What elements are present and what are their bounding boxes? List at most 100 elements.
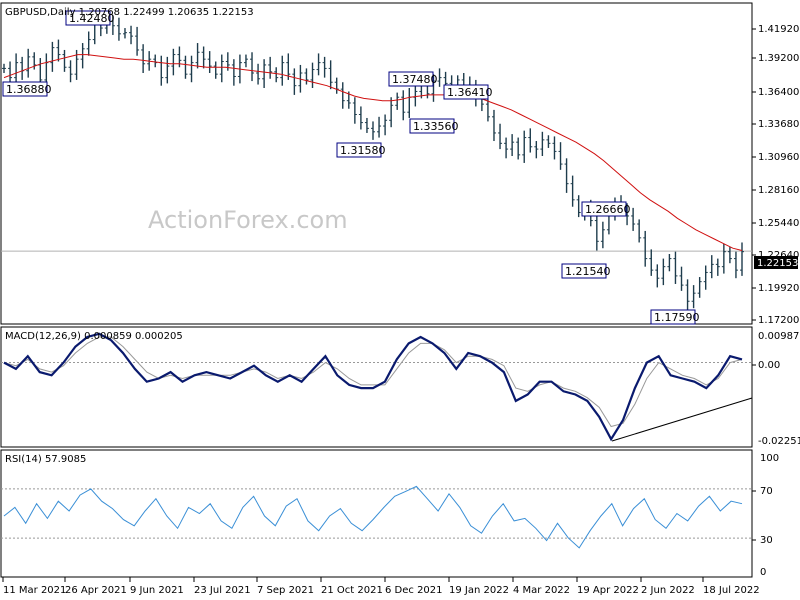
- price-bar: [528, 128, 533, 153]
- price-bar: [358, 106, 363, 130]
- price-bar: [703, 265, 708, 290]
- price-bar: [213, 61, 218, 79]
- annotation-label: 1.21540: [565, 265, 611, 278]
- moving-average-line: [3, 54, 743, 251]
- annotation-1-36880: 1.36880: [2, 81, 52, 97]
- price-bar: [201, 46, 206, 69]
- price-bar: [498, 123, 503, 150]
- annotation-1-37480: 1.37480: [388, 71, 438, 87]
- y-tick-label: 1.36400: [758, 87, 799, 98]
- x-axis: 11 Mar 2021 26 Apr 2021 9 Jun 2021 23 Ju…: [2, 577, 760, 596]
- annotation-label: 1.31580: [340, 144, 386, 157]
- price-bar: [250, 52, 255, 82]
- price-bar: [401, 90, 406, 121]
- y-tick-label: 0.009872: [758, 331, 800, 342]
- y-tick-label: 1.19920: [758, 283, 799, 294]
- price-bar: [322, 56, 327, 78]
- price-bar: [516, 137, 521, 160]
- price-bar: [600, 221, 605, 249]
- price-bar: [679, 266, 684, 291]
- y-tick-label: 1.41920: [758, 24, 799, 35]
- price-bar: [86, 31, 91, 56]
- price-bar: [649, 249, 654, 276]
- price-bar: [522, 130, 527, 163]
- price-bar: [534, 141, 539, 159]
- price-bar: [740, 242, 744, 276]
- x-tick-label: 19 Apr 2022: [577, 585, 639, 596]
- price-bar: [62, 49, 67, 72]
- annotation-1-42480: 1.42480: [65, 10, 115, 26]
- x-tick-label: 11 Mar 2021: [3, 585, 66, 596]
- price-bar: [546, 135, 551, 148]
- annotation-1-17590: 1.17590: [650, 309, 700, 325]
- price-bar: [721, 243, 726, 274]
- price-bar: [727, 247, 732, 264]
- annotation-label: 1.33560: [413, 120, 459, 133]
- price-bar: [661, 258, 666, 286]
- price-bar: [576, 195, 581, 218]
- price-bar: [292, 68, 297, 95]
- price-bar: [14, 53, 19, 84]
- price-bar: [504, 137, 509, 159]
- y-tick-label: 100: [760, 453, 779, 464]
- rsi-line: [3, 485, 743, 549]
- price-bar: [262, 59, 267, 88]
- price-bar: [395, 92, 400, 110]
- rsi-y-axis: 100 70 30 0: [752, 453, 779, 578]
- price-bar: [643, 230, 648, 267]
- price-bar: [316, 53, 321, 76]
- price-bar: [558, 142, 563, 170]
- price-bar: [709, 255, 714, 279]
- price-bar: [552, 136, 557, 160]
- price-bar: [673, 251, 678, 284]
- price-bar: [122, 28, 127, 39]
- price-bar: [437, 68, 442, 87]
- price-bar: [165, 56, 170, 84]
- price-bar: [655, 264, 660, 288]
- annotation-label: 1.42480: [69, 12, 115, 25]
- last-price-marker: 1.22153: [754, 256, 798, 269]
- price-bar: [685, 279, 690, 311]
- y-tick-label: 30: [760, 535, 773, 546]
- price-bar: [2, 63, 6, 74]
- x-tick-label: 21 Oct 2021: [321, 585, 383, 596]
- price-bar: [243, 54, 248, 68]
- x-tick-label: 4 Mar 2022: [513, 585, 570, 596]
- price-panel-frame: [0, 2, 753, 325]
- x-tick-label: 7 Sep 2021: [257, 585, 314, 596]
- annotation-1-33560: 1.33560: [409, 118, 459, 134]
- annotation-1-36410: 1.36410: [443, 84, 493, 100]
- y-tick-label: 1.28160: [758, 185, 799, 196]
- price-bar: [56, 39, 61, 62]
- macd-panel-header: MACD(12,26,9) 0.000859 0.000205: [5, 331, 183, 342]
- price-bar: [594, 214, 599, 251]
- price-bar: [80, 43, 85, 69]
- y-tick-label: 0.00: [758, 360, 780, 371]
- y-tick-label: 1.30960: [758, 152, 799, 163]
- macd-line: [3, 332, 743, 442]
- price-bar: [116, 17, 121, 41]
- last-price-label: 1.22153: [757, 258, 798, 269]
- x-tick-label: 23 Jul 2021: [194, 585, 251, 596]
- price-bar: [50, 41, 55, 72]
- y-tick-label: -0.022516: [758, 436, 800, 447]
- price-bar: [491, 109, 496, 142]
- macd-trendline: [611, 397, 753, 442]
- price-bar: [26, 48, 31, 78]
- price-bar: [540, 131, 545, 157]
- annotation-label: 1.26660: [585, 203, 631, 216]
- watermark: ActionForex.com: [148, 206, 348, 234]
- price-bar: [570, 175, 575, 207]
- x-tick-label: 9 Jun 2021: [130, 585, 184, 596]
- price-bar: [68, 60, 73, 83]
- price-bar: [268, 56, 273, 79]
- x-tick-label: 26 Apr 2021: [65, 585, 127, 596]
- price-bar: [715, 258, 720, 276]
- price-bar: [286, 53, 291, 80]
- rsi-panel-header: RSI(14) 57.9085: [5, 454, 86, 465]
- price-bar: [135, 26, 140, 56]
- price-bar: [733, 251, 738, 279]
- price-bar: [340, 82, 345, 109]
- price-y-axis: 1.41920 1.39200 1.36400 1.33680 1.30960 …: [752, 24, 799, 326]
